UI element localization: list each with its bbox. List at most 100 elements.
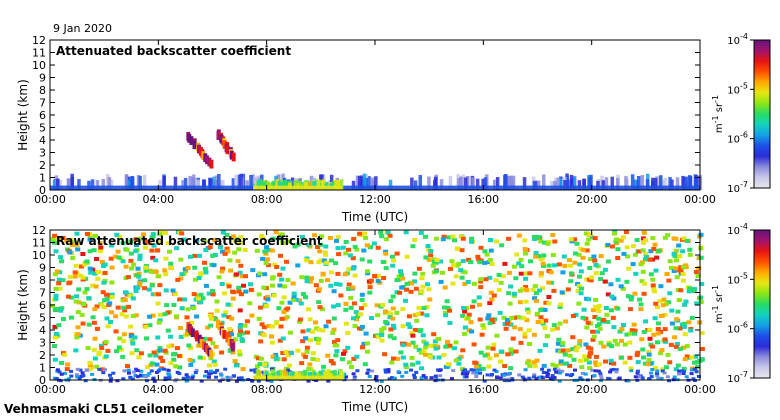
layer-cell xyxy=(355,175,360,190)
noise-cell xyxy=(695,364,701,369)
noise-cell xyxy=(287,300,293,305)
noise-cell xyxy=(488,290,494,295)
noise-cell xyxy=(307,279,313,284)
noise-cell xyxy=(307,338,313,343)
x-tick-label: 00:00 xyxy=(34,383,66,396)
noise-cell xyxy=(576,284,582,288)
noise-cell xyxy=(614,368,619,372)
noise-cell xyxy=(624,332,630,337)
noise-cell xyxy=(310,357,316,362)
noise-cell xyxy=(207,245,213,250)
noise-cell xyxy=(293,297,299,302)
noise-cell xyxy=(265,248,271,252)
noise-cell xyxy=(126,304,131,309)
noise-cell xyxy=(321,364,327,369)
noise-cell xyxy=(214,308,220,313)
noise-cell xyxy=(50,303,56,308)
noise-cell xyxy=(419,366,425,371)
layer-cell xyxy=(326,369,331,380)
noise-cell xyxy=(368,278,374,283)
noise-cell xyxy=(416,266,422,271)
noise-cell xyxy=(274,321,279,326)
noise-cell xyxy=(655,305,660,310)
noise-cell xyxy=(635,350,641,355)
noise-cell xyxy=(132,335,138,340)
noise-cell xyxy=(638,262,644,267)
noise-cell xyxy=(583,357,589,362)
noise-cell xyxy=(548,270,554,275)
layer-cell xyxy=(234,174,238,190)
noise-cell xyxy=(588,257,593,262)
noise-cell xyxy=(683,299,689,304)
noise-cell xyxy=(116,255,122,260)
noise-cell xyxy=(68,295,74,300)
noise-cell xyxy=(379,380,384,383)
noise-cell xyxy=(602,267,608,272)
noise-cell xyxy=(412,313,418,318)
noise-cell xyxy=(477,260,483,265)
noise-cell xyxy=(518,271,524,276)
noise-cell xyxy=(121,332,127,337)
noise-cell xyxy=(518,340,524,345)
noise-cell xyxy=(522,238,528,243)
noise-cell xyxy=(458,268,464,273)
noise-cell xyxy=(344,375,348,379)
noise-cell xyxy=(362,231,367,236)
noise-cell xyxy=(394,290,400,295)
noise-cell xyxy=(626,379,631,383)
cloud-cell xyxy=(187,134,192,143)
noise-cell xyxy=(605,259,611,264)
noise-cell xyxy=(358,306,364,311)
noise-cell xyxy=(531,332,537,337)
noise-cell xyxy=(552,239,558,244)
layer-cell xyxy=(339,369,343,380)
layer-cell xyxy=(351,180,356,190)
noise-cell xyxy=(72,270,78,275)
noise-cell xyxy=(601,344,607,349)
layer-cell xyxy=(624,176,628,190)
noise-cell xyxy=(359,257,365,262)
noise-cell xyxy=(650,283,656,288)
layer-cell xyxy=(653,178,658,190)
noise-cell xyxy=(660,367,666,372)
noise-cell xyxy=(436,337,442,341)
noise-cell xyxy=(593,263,599,267)
surface-band xyxy=(253,185,343,190)
noise-cell xyxy=(554,326,560,331)
noise-cell xyxy=(157,346,163,351)
x-tick-label: 12:00 xyxy=(359,193,391,206)
noise-cell xyxy=(141,232,146,237)
noise-cell xyxy=(297,317,303,322)
noise-cell xyxy=(459,275,465,280)
noise-cell xyxy=(534,299,539,303)
noise-cell xyxy=(144,336,149,341)
noise-cell xyxy=(218,245,224,250)
noise-cell xyxy=(367,290,373,295)
noise-cell xyxy=(237,333,243,338)
noise-cell xyxy=(449,259,455,264)
noise-cell xyxy=(665,233,671,238)
noise-cell xyxy=(612,338,618,343)
layer-cell xyxy=(693,174,698,190)
noise-cell xyxy=(135,375,140,379)
noise-cell xyxy=(375,273,381,278)
noise-cell xyxy=(626,266,632,271)
noise-cell xyxy=(641,330,647,334)
cloud-cell xyxy=(195,332,200,342)
noise-cell xyxy=(655,331,661,336)
noise-cell xyxy=(647,327,653,332)
noise-cell xyxy=(179,306,185,311)
noise-cell xyxy=(447,343,453,348)
noise-cell xyxy=(351,372,356,376)
noise-cell xyxy=(471,299,477,304)
noise-cell xyxy=(219,282,225,286)
noise-cell xyxy=(348,305,354,310)
noise-cell xyxy=(149,361,155,366)
noise-cell xyxy=(171,357,177,362)
layer-cell xyxy=(321,369,325,380)
noise-cell xyxy=(101,264,107,268)
noise-cell xyxy=(122,298,128,302)
noise-cell xyxy=(189,320,195,325)
noise-cell xyxy=(235,259,241,264)
cloud-cell xyxy=(190,328,195,338)
